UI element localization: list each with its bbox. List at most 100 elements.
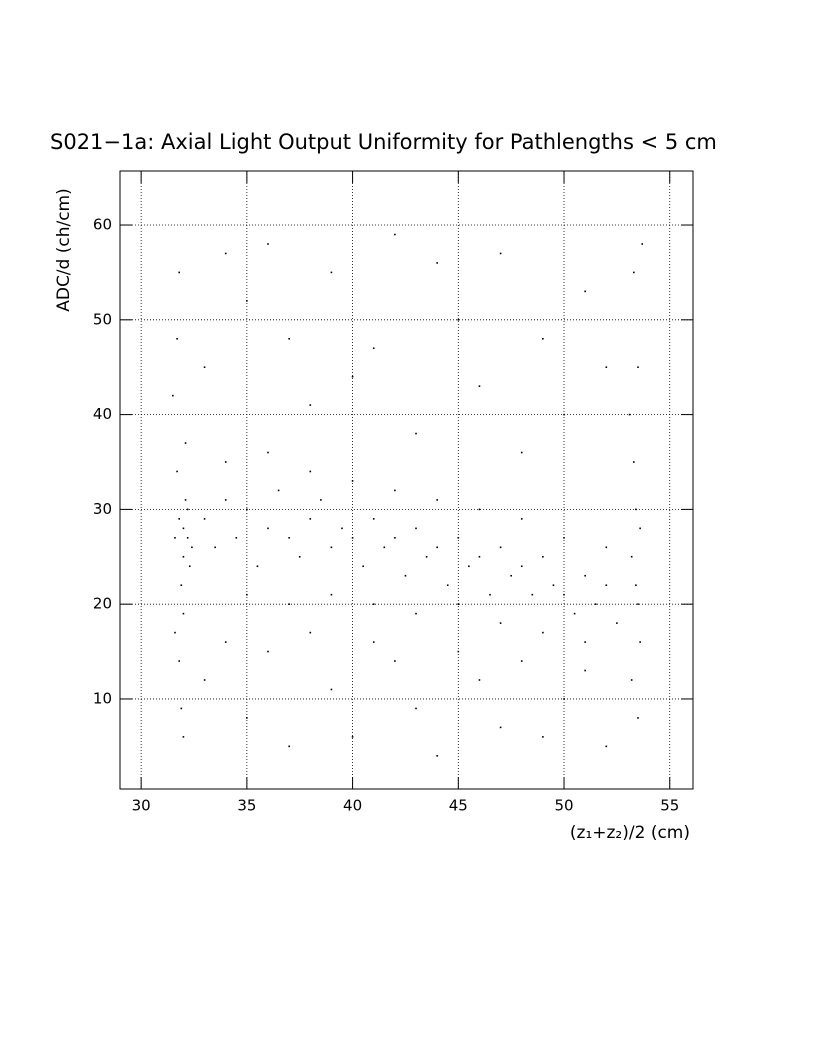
point <box>224 461 227 463</box>
point <box>203 518 206 520</box>
point <box>203 679 206 681</box>
point <box>277 489 280 492</box>
point <box>520 660 523 662</box>
point <box>330 593 333 596</box>
y-tick-label: 60 <box>93 216 112 234</box>
point <box>563 537 565 539</box>
point <box>184 499 187 501</box>
point <box>637 366 639 369</box>
point <box>309 518 312 520</box>
point <box>178 660 181 662</box>
point <box>415 432 417 435</box>
point <box>457 603 460 605</box>
point <box>288 537 290 539</box>
point <box>584 574 586 577</box>
point <box>542 631 544 634</box>
point <box>351 537 354 539</box>
point <box>235 537 238 539</box>
point <box>383 546 386 549</box>
point <box>563 698 565 700</box>
point <box>499 546 502 549</box>
point <box>351 736 354 738</box>
point <box>178 271 181 274</box>
point <box>182 527 185 530</box>
point <box>628 413 631 416</box>
point <box>584 641 586 643</box>
point <box>630 555 633 558</box>
point <box>186 537 189 539</box>
point <box>330 546 333 549</box>
point <box>552 584 555 587</box>
point <box>267 451 269 454</box>
point <box>605 584 608 587</box>
point <box>436 499 438 501</box>
point <box>372 603 375 605</box>
point <box>542 736 544 738</box>
point <box>191 546 193 549</box>
point <box>594 603 597 605</box>
x-tick-label: 40 <box>343 797 362 815</box>
point <box>639 641 641 643</box>
point <box>267 243 269 245</box>
point <box>309 470 312 473</box>
point <box>616 622 618 624</box>
point <box>394 660 396 662</box>
point <box>639 527 641 530</box>
point <box>256 565 259 568</box>
point <box>309 631 312 634</box>
point <box>246 508 248 511</box>
point <box>584 290 586 293</box>
point <box>641 243 644 245</box>
plot-frame <box>119 170 694 790</box>
point <box>246 300 248 302</box>
point <box>635 584 637 587</box>
point <box>468 565 470 568</box>
x-tick-label: 30 <box>132 797 151 815</box>
point <box>520 518 523 520</box>
point <box>178 518 181 520</box>
point <box>531 593 534 596</box>
chart-title: S021−1a: Axial Light Output Uniformity f… <box>50 130 717 154</box>
point <box>542 337 544 340</box>
point <box>351 375 354 378</box>
point <box>203 366 206 369</box>
point <box>320 499 322 501</box>
point <box>415 612 417 615</box>
point <box>573 612 576 615</box>
point <box>637 603 639 605</box>
point <box>605 546 608 549</box>
point <box>478 385 481 387</box>
point <box>632 461 635 463</box>
point <box>499 726 502 729</box>
point <box>635 508 637 511</box>
point <box>188 565 191 568</box>
x-tick-label: 35 <box>237 797 256 815</box>
point <box>630 679 633 681</box>
point <box>563 593 565 596</box>
point <box>288 337 290 340</box>
point <box>362 565 364 568</box>
point <box>563 413 565 416</box>
point <box>182 612 185 615</box>
point <box>446 584 449 587</box>
point <box>478 679 481 681</box>
y-tick-label: 10 <box>93 689 112 707</box>
point <box>415 527 417 530</box>
point <box>298 555 301 558</box>
x-tick-label: 45 <box>449 797 468 815</box>
point <box>224 499 227 501</box>
point <box>176 470 178 473</box>
point <box>489 593 491 596</box>
point <box>605 366 608 369</box>
point <box>394 537 396 539</box>
point <box>457 319 460 321</box>
point <box>180 584 183 587</box>
point <box>309 404 312 406</box>
point <box>520 565 523 568</box>
y-tick-label: 20 <box>93 595 112 613</box>
point <box>288 603 290 605</box>
y-axis-label: ADC/d (ch/cm) <box>54 188 74 312</box>
x-axis-label: (z₁+z₂)/2 (cm) <box>570 823 690 843</box>
point <box>457 537 460 539</box>
point <box>499 252 502 255</box>
